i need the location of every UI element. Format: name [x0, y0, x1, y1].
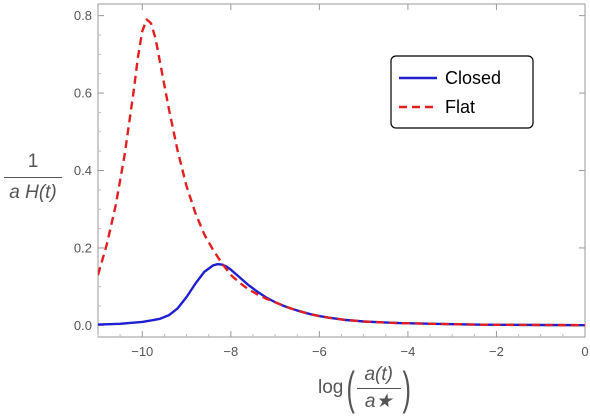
- x-axis-label: log ( a(t) a★ ): [318, 360, 414, 416]
- x-axis-label-numerator: a(t): [364, 363, 393, 385]
- x-axis-label-denominator: a★: [364, 390, 393, 412]
- tick-marks: [97, 4, 586, 337]
- legend-label-flat: Flat: [445, 97, 475, 117]
- legend: Closed Flat: [390, 55, 534, 129]
- plot-border: [97, 3, 586, 338]
- x-axis-label-right-paren: ): [402, 362, 411, 414]
- x-axis-label-fraction: a(t) a★: [356, 363, 401, 413]
- y-tick-label: 0.2: [74, 240, 92, 255]
- x-tick-label: 0: [581, 344, 588, 359]
- x-tick-label: −10: [131, 344, 153, 359]
- x-tick-label: −8: [223, 344, 238, 359]
- x-tick-label: −6: [312, 344, 327, 359]
- x-axis-label-fraction-bar: [356, 387, 401, 389]
- x-tick-label: −2: [489, 344, 504, 359]
- y-axis-label-fraction-bar: [4, 177, 62, 178]
- tick-labels: −10 −8 −6 −4 −2 0 0.0 0.2 0.4 0.6 0.8: [74, 8, 589, 359]
- y-tick-label: 0.0: [74, 318, 92, 333]
- x-axis-label-left-paren: (: [346, 362, 356, 414]
- y-axis-label-numerator: 1: [27, 151, 39, 172]
- plot-frame: [97, 3, 586, 338]
- y-axis-label: 1 a H(t): [2, 150, 64, 205]
- series-line-flat: [98, 18, 585, 327]
- legend-box: [390, 55, 534, 129]
- y-tick-label: 0.8: [74, 8, 92, 23]
- series-line-closed: [98, 263, 585, 327]
- series-layer: [98, 18, 585, 327]
- legend-label-closed: Closed: [445, 68, 501, 88]
- y-tick-label: 0.4: [74, 163, 92, 178]
- x-tick-label: −4: [400, 344, 415, 359]
- x-axis-label-log: log: [318, 377, 344, 398]
- y-axis-label-denominator: a H(t): [9, 182, 57, 203]
- y-tick-label: 0.6: [74, 86, 92, 101]
